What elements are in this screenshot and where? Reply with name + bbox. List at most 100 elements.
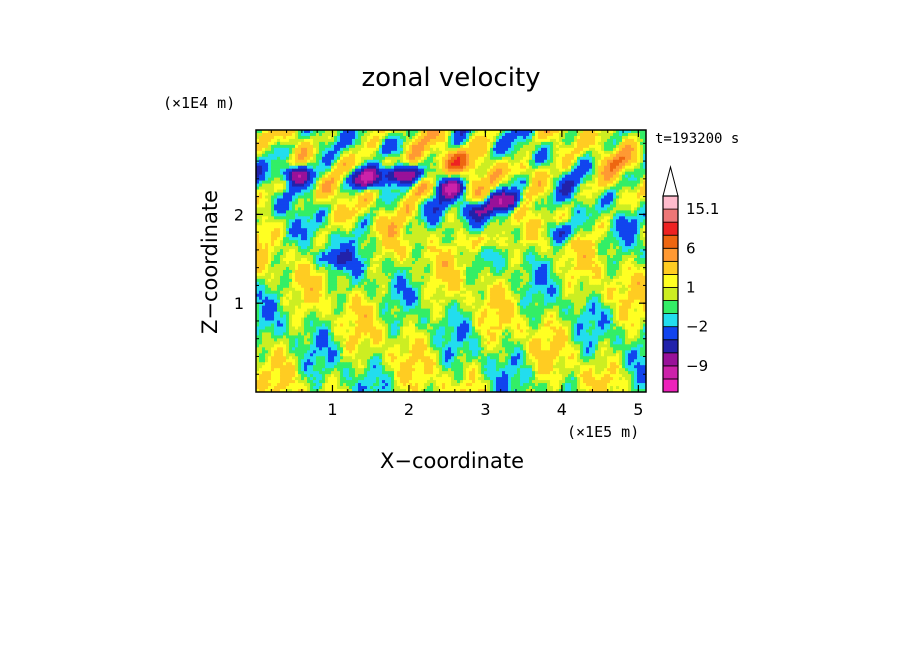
field-cell [640,171,644,176]
field-cell [466,186,470,191]
field-cell [568,204,572,209]
field-cell [475,153,479,158]
field-cell [619,231,623,235]
field-cell [310,234,314,238]
field-cell [370,183,374,188]
field-cell [394,207,398,211]
field-cell [289,234,293,238]
field-cell [505,183,509,188]
field-cell [490,231,494,235]
field-cell [616,183,620,188]
field-cell [466,237,470,241]
field-cell [325,219,329,223]
field-cell [304,183,308,188]
field-cell [478,198,482,203]
field-cell [634,168,638,173]
field-cell [490,132,494,137]
field-cell [589,180,593,185]
field-cell [418,192,422,197]
field-cell [367,234,371,238]
field-cell [574,180,578,185]
field-cell [541,207,545,211]
field-cell [580,180,584,185]
field-cell [508,186,512,191]
field-cell [442,168,446,173]
field-cell [352,210,356,214]
field-cell [352,186,356,191]
field-cell [493,219,497,223]
field-cell [502,144,506,149]
field-cell [349,162,353,167]
field-cell [592,165,596,170]
field-cell [406,237,410,241]
field-cell [409,222,413,226]
field-cell [361,138,365,143]
field-cell [307,138,311,143]
field-cell [412,225,416,229]
field-cell [448,141,452,146]
field-cell [598,237,602,241]
field-cell [451,189,455,194]
field-cell [640,201,644,206]
field-cell [451,156,455,161]
field-cell [628,180,632,185]
field-cell [640,159,644,164]
field-cell [478,234,482,238]
x-unit-label: (×1E5 m) [567,423,639,441]
field-cell [325,192,329,197]
field-cell [487,130,491,134]
field-cell [274,204,278,209]
field-cell [532,174,536,179]
field-cell [592,219,596,223]
field-cell [421,201,425,206]
field-cell [607,213,611,217]
field-cell [454,147,458,152]
field-cell [268,237,272,241]
field-cell [364,222,368,226]
field-cell [367,204,371,209]
field-cell [400,174,404,179]
field-cell [466,183,470,188]
field-cell [319,192,323,197]
field-cell [271,174,275,179]
field-cell [418,231,422,235]
field-cell [565,153,569,158]
field-cell [517,153,521,158]
field-cell [562,201,566,206]
field-cell [568,156,572,161]
field-cell [430,183,434,188]
field-cell [283,201,287,206]
field-cell [259,150,263,155]
field-cell [541,141,545,146]
field-cell [451,141,455,146]
field-cell [316,159,320,164]
field-cell [277,186,281,191]
field-cell [466,234,470,238]
field-cell [292,201,296,206]
field-cell [325,153,329,158]
field-cell [271,189,275,194]
field-cell [574,138,578,143]
field-cell [529,180,533,185]
field-cell [565,156,569,161]
field-cell [604,201,608,206]
field-cell [373,153,377,158]
field-cell [415,138,419,143]
field-cell [400,237,404,241]
field-cell [295,165,299,170]
field-cell [643,189,646,194]
field-cell [412,168,416,173]
field-cell [325,183,329,188]
field-cell [523,231,527,235]
field-cell [448,156,452,161]
field-cell [430,135,434,140]
field-cell [550,198,554,203]
field-cell [385,240,389,244]
field-cell [439,189,443,194]
field-cell [499,225,503,229]
field-cell [493,213,497,217]
field-cell [286,130,290,134]
field-cell [271,195,275,200]
field-cell [607,222,611,226]
